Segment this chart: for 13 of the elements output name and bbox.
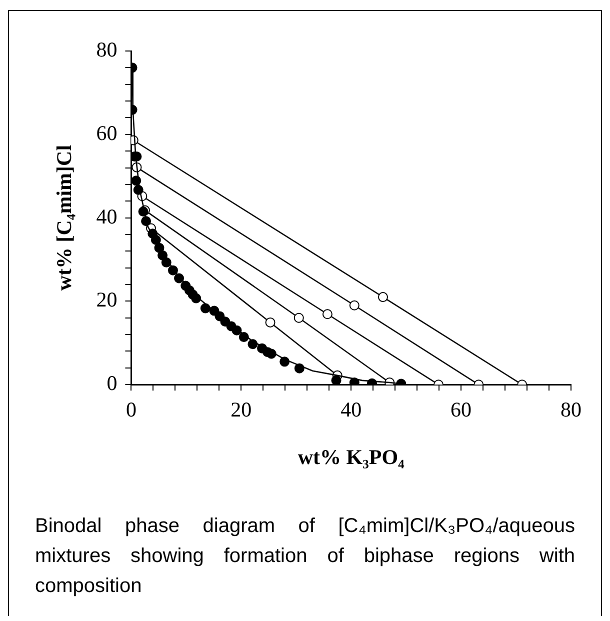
x-tick-label: 60 <box>450 398 472 422</box>
x-axis-title: wt% K₃PO₄ <box>298 444 406 469</box>
x-tick-label: 20 <box>230 398 252 422</box>
y-tick-label: 60 <box>96 120 118 145</box>
x-tick-label: 40 <box>340 398 362 422</box>
x-tick-label: 80 <box>560 398 582 422</box>
y-axis-title: wt% [C₄mim]Cl <box>52 144 76 291</box>
y-tick-label: 40 <box>96 204 118 228</box>
y-tick-label: 0 <box>106 371 118 396</box>
text: Binodal phase diagram of [C₄mim]Cl/K₃PO₄/aqueous mixtures showing formation of biphase regions with composition <box>35 514 575 599</box>
y-tick-label: 80 <box>96 38 118 62</box>
x-tick-label: 0 <box>126 398 136 422</box>
y-tick-label: 20 <box>96 288 118 312</box>
